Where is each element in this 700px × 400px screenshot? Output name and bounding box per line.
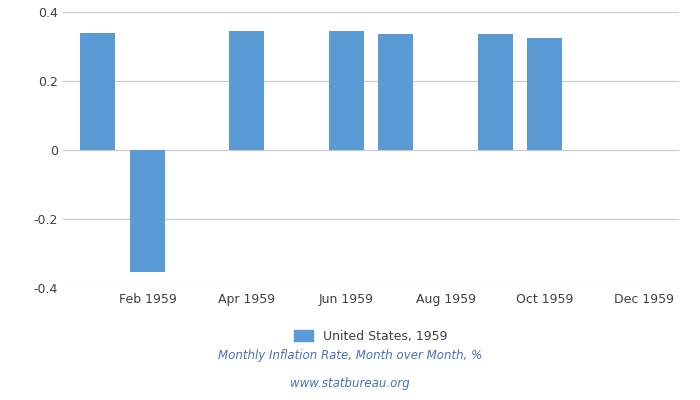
Bar	[528, 38, 562, 150]
Bar	[379, 34, 413, 150]
Text: Monthly Inflation Rate, Month over Month, %: Monthly Inflation Rate, Month over Month…	[218, 350, 482, 362]
Bar	[329, 31, 363, 150]
Bar	[80, 33, 116, 150]
Text: www.statbureau.org: www.statbureau.org	[290, 378, 410, 390]
Legend: United States, 1959: United States, 1959	[295, 330, 447, 343]
Bar	[130, 150, 164, 272]
Bar	[478, 34, 512, 150]
Bar	[230, 31, 264, 150]
